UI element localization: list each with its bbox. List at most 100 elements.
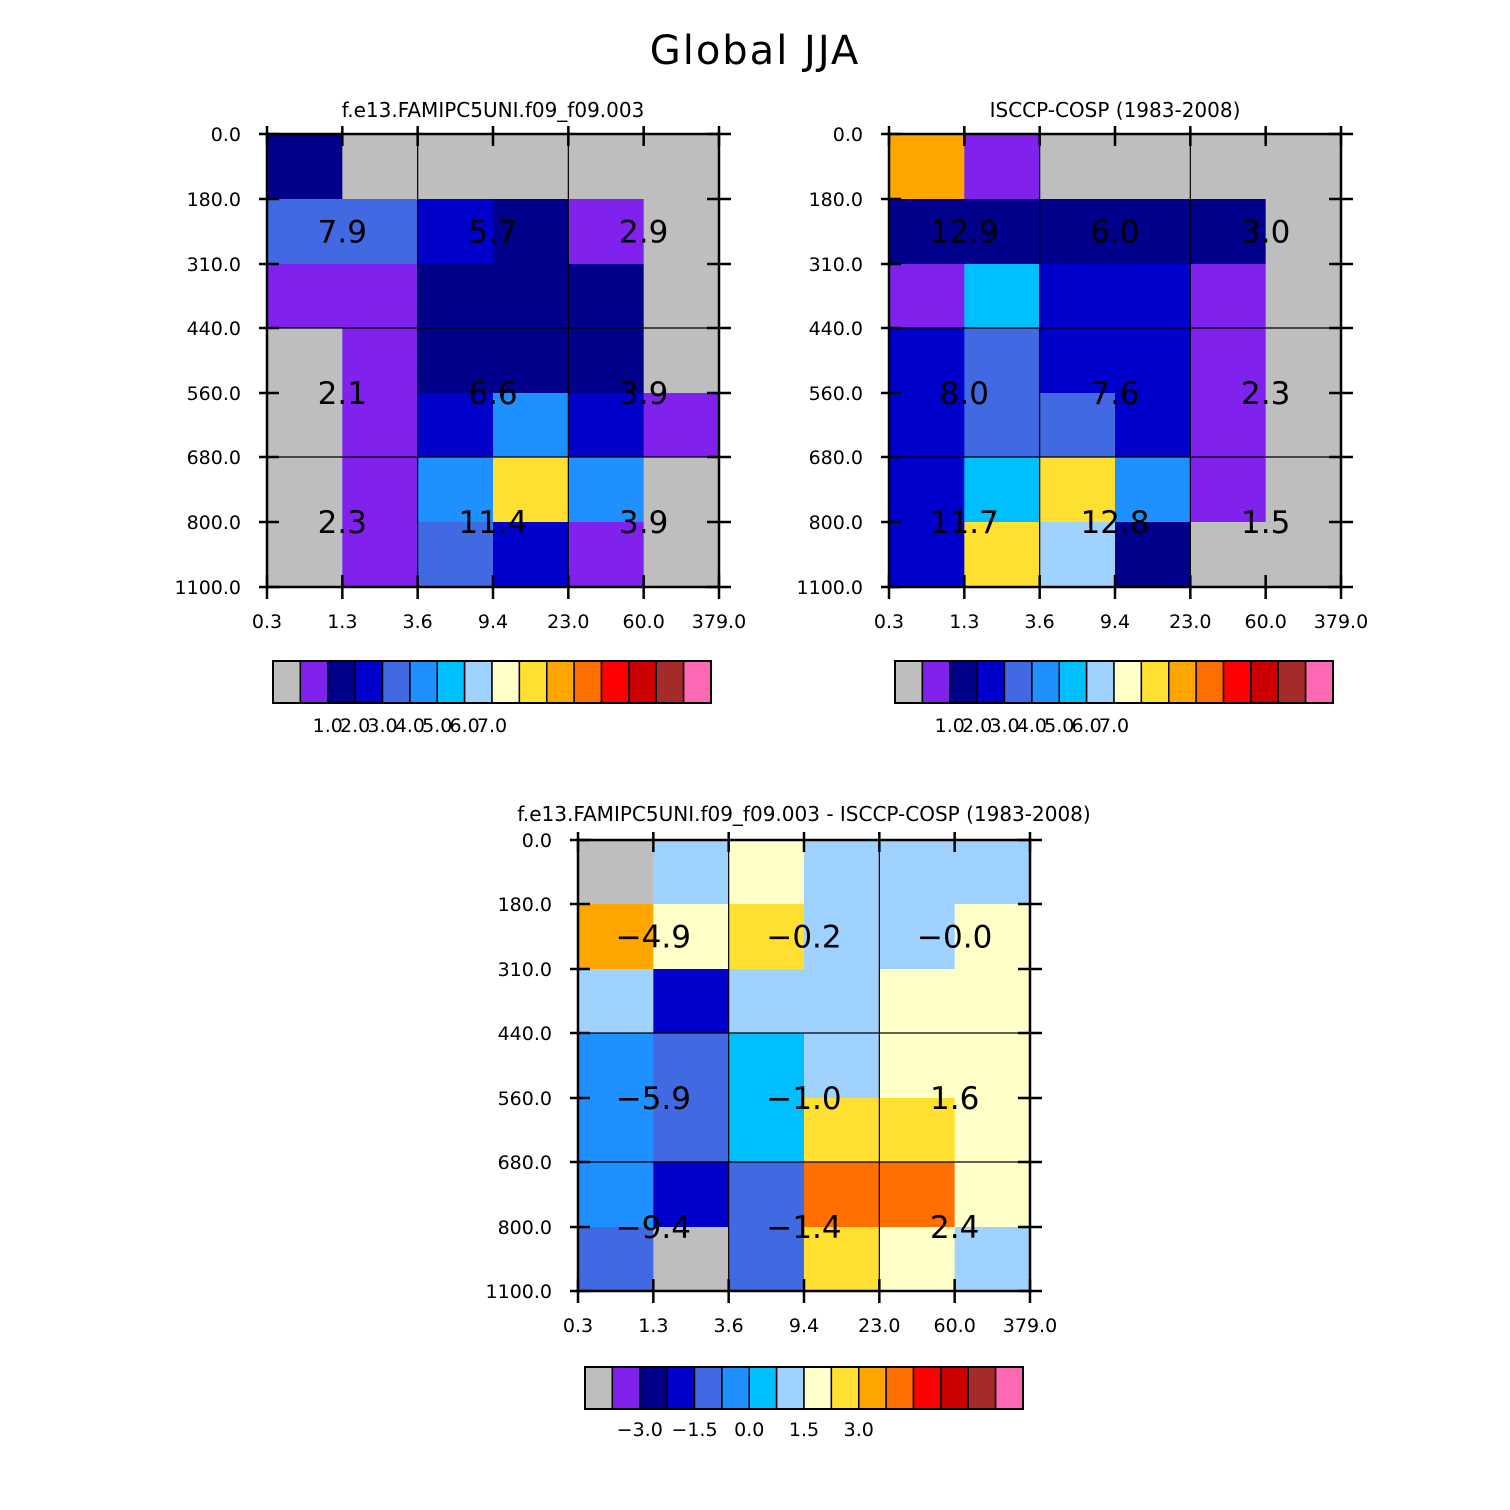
colorbar-frame xyxy=(584,1366,1024,1410)
heatmap-cell xyxy=(889,393,965,458)
block-value-label: 1.5 xyxy=(1241,505,1290,541)
heatmap-cell xyxy=(964,457,1041,523)
heatmap-cell xyxy=(954,904,1031,970)
heatmap-cell xyxy=(889,134,965,200)
block-value-label: 3.9 xyxy=(619,505,668,541)
heatmap-cell xyxy=(653,1162,730,1228)
y-tick-label: 310.0 xyxy=(498,959,552,981)
heatmap-cell xyxy=(1039,199,1116,265)
heatmap-cell xyxy=(879,1227,956,1292)
heatmap-cell xyxy=(964,393,1041,458)
heatmap-cell xyxy=(417,328,494,394)
heatmap-cell xyxy=(267,522,343,588)
colorbar-swatch xyxy=(1085,660,1115,704)
heatmap-cell xyxy=(804,1098,880,1163)
panel-title: f.e13.FAMIPC5UNI.f09_f09.003 - ISCCP-COS… xyxy=(517,802,1090,826)
heatmap-cell xyxy=(1115,522,1191,588)
y-tick-label: 680.0 xyxy=(498,1152,552,1174)
colorbar-swatch xyxy=(1003,660,1033,704)
colorbar-label: 5.0 xyxy=(1044,715,1074,737)
heatmap-cell xyxy=(1265,457,1342,523)
y-tick-label: 560.0 xyxy=(809,383,863,405)
heatmap-cell xyxy=(1115,264,1191,329)
colorbar-swatch xyxy=(1250,660,1279,704)
colorbar-swatch xyxy=(967,1366,997,1410)
y-tick-label: 440.0 xyxy=(187,318,241,340)
block-value-label: 11.4 xyxy=(458,505,527,541)
heatmap-cell xyxy=(653,1227,730,1292)
colorbar-swatch xyxy=(546,660,575,704)
heatmap-cell xyxy=(1190,522,1267,588)
colorbar-swatch xyxy=(949,660,978,704)
colorbar-swatch xyxy=(354,660,384,704)
block-value-label: 3.9 xyxy=(619,376,668,412)
block-value-label: −5.9 xyxy=(616,1081,691,1117)
heatmap-cell xyxy=(1265,328,1342,394)
x-tick-label: 23.0 xyxy=(858,1315,900,1337)
heatmap-cell xyxy=(1115,457,1191,523)
colorbar-label: 1.0 xyxy=(935,715,965,737)
colorbar-swatch xyxy=(1140,660,1170,704)
heatmap-cell xyxy=(417,264,494,329)
heatmap-cell xyxy=(1115,328,1191,394)
colorbar-swatch xyxy=(803,1366,833,1410)
y-tick-label: 440.0 xyxy=(809,318,863,340)
heatmap-cell xyxy=(267,457,343,523)
y-tick-label: 0.0 xyxy=(522,830,552,852)
x-tick-label: 379.0 xyxy=(1003,1315,1057,1337)
colorbar-label: −3.0 xyxy=(617,1419,663,1441)
heatmap-cell xyxy=(889,522,965,588)
colorbar-swatch xyxy=(655,660,685,704)
heatmap-cell xyxy=(728,1227,805,1292)
colorbar-swatch xyxy=(748,1366,778,1410)
x-tick-label: 9.4 xyxy=(478,611,508,633)
x-tick-label: 1.3 xyxy=(949,611,979,633)
colorbar-label: 4.0 xyxy=(395,715,425,737)
colorbar-swatch xyxy=(381,660,411,704)
heatmap-cell xyxy=(804,1162,880,1228)
block-value-label: 8.0 xyxy=(940,376,989,412)
heatmap-cell xyxy=(954,1033,1031,1099)
colorbar-swatch xyxy=(976,660,1006,704)
heatmap-cell xyxy=(1265,199,1342,265)
x-tick-label: 60.0 xyxy=(1245,611,1287,633)
colorbar-swatch xyxy=(584,1366,614,1410)
heatmap-cell xyxy=(879,969,956,1034)
heatmap-cell xyxy=(1190,134,1267,200)
heatmap-cell xyxy=(1039,328,1116,394)
heatmap-cell xyxy=(1190,199,1267,265)
heatmap-cell xyxy=(653,969,730,1034)
heatmap-cell xyxy=(1039,393,1116,458)
heatmap-cell xyxy=(954,840,1031,905)
heatmap-cell xyxy=(954,1098,1031,1163)
x-tick-label: 0.3 xyxy=(563,1315,593,1337)
heatmap-cell xyxy=(728,1162,805,1228)
colorbar-swatch xyxy=(1222,660,1252,704)
heatmap-cell xyxy=(954,1162,1031,1228)
heatmap-cell xyxy=(1039,134,1116,200)
colorbar-swatch xyxy=(1058,660,1088,704)
colorbar-swatch xyxy=(1113,660,1143,704)
y-tick-label: 180.0 xyxy=(498,894,552,916)
heatmap-cell xyxy=(889,457,965,523)
colorbar-label: 3.0 xyxy=(844,1419,874,1441)
heatmap-cell xyxy=(879,840,956,905)
y-tick-label: 180.0 xyxy=(809,189,863,211)
heatmap-cell xyxy=(804,1033,880,1099)
heatmap-cell xyxy=(342,522,419,588)
y-tick-label: 310.0 xyxy=(809,254,863,276)
heatmap-cell xyxy=(964,264,1041,329)
colorbar-swatch xyxy=(299,660,329,704)
y-tick-label: 680.0 xyxy=(809,447,863,469)
colorbar-swatch xyxy=(491,660,521,704)
block-value-label: −1.0 xyxy=(766,1081,841,1117)
colorbar-label: −1.5 xyxy=(671,1419,717,1441)
block-value-label: −9.4 xyxy=(616,1210,691,1246)
x-tick-label: 1.3 xyxy=(638,1315,668,1337)
y-tick-label: 800.0 xyxy=(809,512,863,534)
block-value-label: −4.9 xyxy=(616,920,691,956)
colorbar-label: 6.0 xyxy=(1072,715,1102,737)
colorbar-swatch xyxy=(858,1366,887,1410)
colorbar-swatch xyxy=(885,1366,915,1410)
block-value-label: 1.6 xyxy=(930,1081,979,1117)
